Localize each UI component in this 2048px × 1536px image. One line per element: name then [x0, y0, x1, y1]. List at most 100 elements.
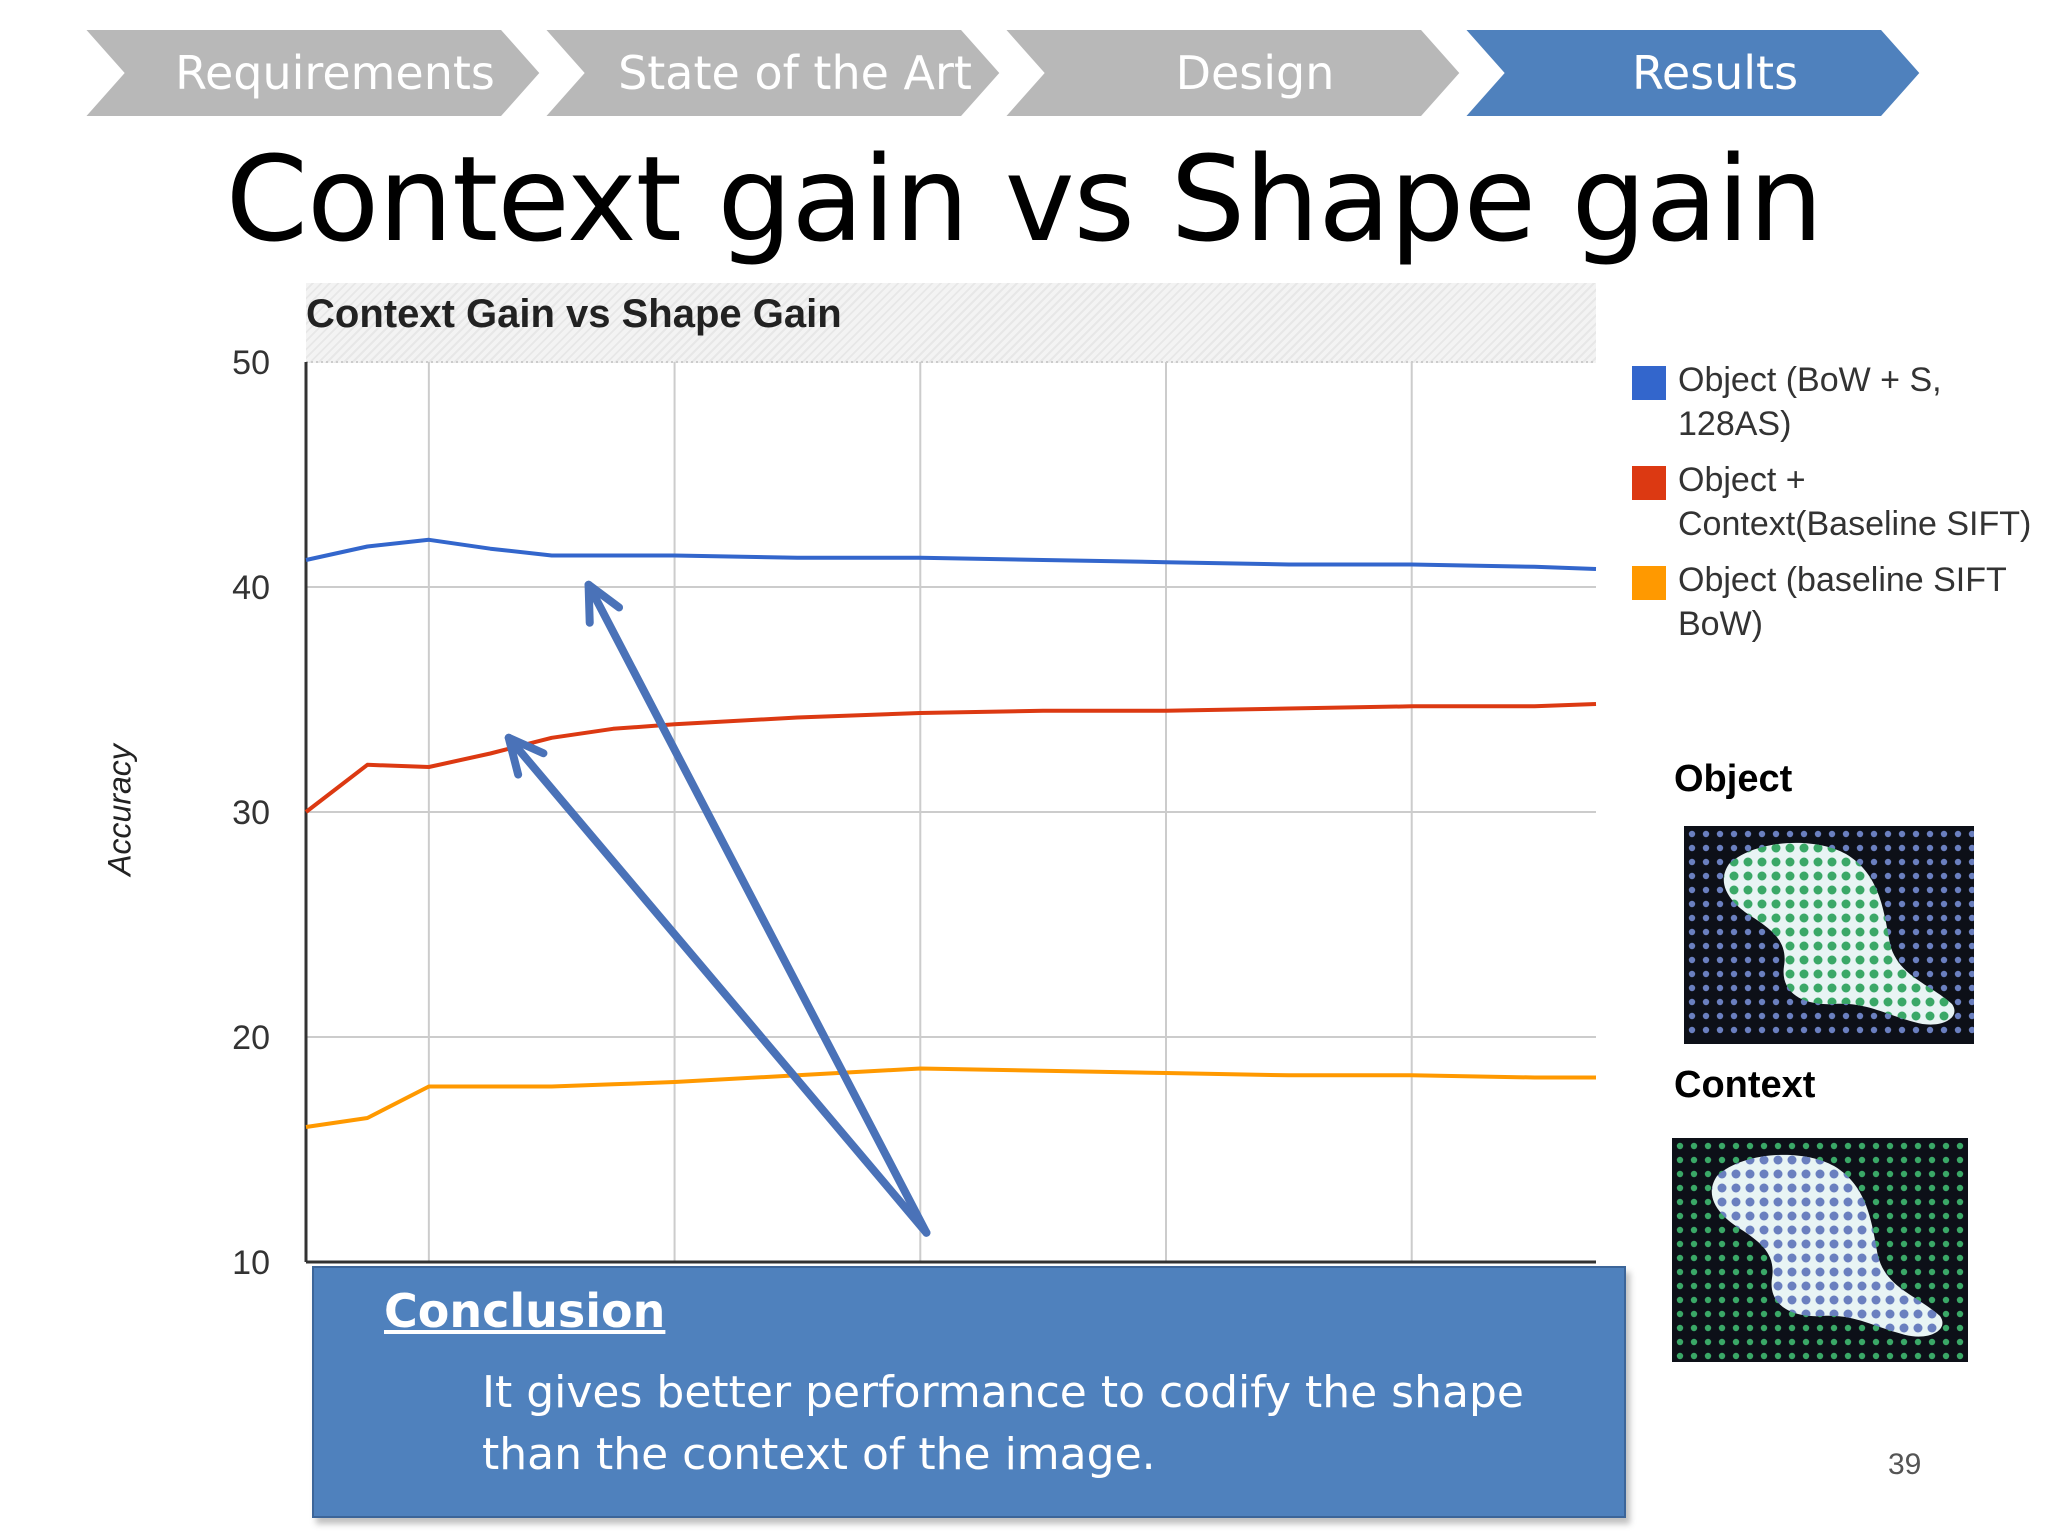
grid-dot — [1815, 1267, 1825, 1277]
grid-dot — [1731, 1183, 1741, 1193]
grid-dot — [1704, 1338, 1712, 1346]
grid-dot — [1928, 1352, 1936, 1360]
grid-dot — [1813, 885, 1823, 895]
chart-title: Context Gain vs Shape Gain — [306, 292, 842, 336]
grid-dot — [1942, 1156, 1950, 1164]
grid-dot — [1787, 1295, 1797, 1305]
grid-dot — [1732, 1254, 1740, 1262]
grid-dot — [1956, 1254, 1964, 1262]
grid-dot — [1942, 1212, 1950, 1220]
grid-dot — [1858, 1324, 1866, 1332]
grid-dot — [1869, 983, 1879, 993]
grid-dot — [1828, 1012, 1836, 1020]
grid-dot — [1704, 1282, 1712, 1290]
grid-dot — [1827, 955, 1837, 965]
grid-dot — [1688, 830, 1696, 838]
grid-dot — [1940, 1026, 1948, 1034]
series-line-2 — [305, 1066, 1596, 1129]
grid-dot — [1940, 984, 1948, 992]
grid-dot — [1704, 1198, 1712, 1206]
grid-dot — [1940, 970, 1948, 978]
grid-dot — [1886, 1352, 1894, 1360]
grid-dot — [1676, 1170, 1684, 1178]
grid-dot — [1870, 844, 1878, 852]
grid-dot — [1816, 1324, 1824, 1332]
grid-dot — [1843, 1183, 1853, 1193]
grid-dot — [1800, 830, 1808, 838]
grid-dot — [1718, 1226, 1726, 1234]
grid-dot — [1968, 844, 1974, 852]
grid-dot — [1718, 1156, 1726, 1164]
grid-dot — [1732, 1352, 1740, 1360]
grid-dot — [1900, 1254, 1908, 1262]
grid-dot — [1842, 1012, 1850, 1020]
grid-dot — [1844, 1338, 1852, 1346]
grid-dot — [1772, 1026, 1780, 1034]
grid-dot — [1730, 998, 1738, 1006]
nav-item-design[interactable]: Design — [1175, 46, 1335, 100]
grid-dot — [1743, 899, 1753, 909]
grid-dot — [1730, 1012, 1738, 1020]
grid-dot — [1841, 899, 1851, 909]
grid-dot — [1730, 942, 1738, 950]
grid-dot — [1857, 1281, 1867, 1291]
grid-dot — [1774, 1338, 1782, 1346]
grid-dot — [1942, 1338, 1950, 1346]
grid-dot — [1900, 1142, 1908, 1150]
grid-dot — [1911, 997, 1921, 1007]
grid-dot — [1830, 1142, 1838, 1150]
grid-dot — [1676, 1324, 1684, 1332]
nav-item-state-of-the-art[interactable]: State of the Art — [618, 46, 972, 100]
grid-dot — [1676, 1212, 1684, 1220]
grid-dot — [1842, 1026, 1850, 1034]
grid-dot — [1954, 956, 1962, 964]
grid-dot — [1746, 1282, 1754, 1290]
grid-dot — [1688, 886, 1696, 894]
grid-dot — [1912, 900, 1920, 908]
grid-dot — [1704, 1212, 1712, 1220]
grid-dot — [1870, 830, 1878, 838]
grid-dot — [1785, 871, 1795, 881]
grid-dot — [1870, 872, 1878, 880]
grid-dot — [1857, 1239, 1867, 1249]
grid-dot — [1772, 830, 1780, 838]
grid-dot — [1841, 885, 1851, 895]
grid-dot — [1759, 1197, 1769, 1207]
context-mask-image — [1672, 1138, 1968, 1362]
grid-dot — [1827, 983, 1837, 993]
grid-dot — [1704, 1170, 1712, 1178]
grid-dot — [1676, 1142, 1684, 1150]
grid-dot — [1786, 1026, 1794, 1034]
grid-dot — [1897, 983, 1907, 993]
grid-dot — [1954, 1026, 1962, 1034]
grid-dot — [1956, 1240, 1964, 1248]
grid-dot — [1856, 1012, 1864, 1020]
nav-item-results[interactable]: Results — [1631, 46, 1799, 100]
grid-dot — [1732, 1142, 1740, 1150]
grid-dot — [1954, 928, 1962, 936]
grid-dot — [1940, 928, 1948, 936]
grid-dot — [1743, 871, 1753, 881]
grid-dot — [1956, 1268, 1964, 1276]
grid-dot — [1900, 1268, 1908, 1276]
grid-dot — [1897, 997, 1907, 1007]
grid-dot — [1732, 1226, 1740, 1234]
grid-dot — [1758, 928, 1766, 936]
grid-dot — [1730, 928, 1738, 936]
grid-dot — [1688, 998, 1696, 1006]
grid-dot — [1746, 1296, 1754, 1304]
grid-dot — [1702, 1012, 1710, 1020]
grid-dot — [1771, 871, 1781, 881]
grid-dot — [1843, 1281, 1853, 1291]
grid-dot — [1718, 1282, 1726, 1290]
grid-dot — [1886, 1156, 1894, 1164]
grid-dot — [1772, 942, 1780, 950]
grid-dot — [1716, 998, 1724, 1006]
grid-dot — [1912, 830, 1920, 838]
grid-dot — [1912, 844, 1920, 852]
grid-dot — [1940, 900, 1948, 908]
grid-dot — [1898, 928, 1906, 936]
grid-dot — [1927, 1309, 1937, 1319]
nav-item-requirements[interactable]: Requirements — [175, 46, 495, 100]
grid-dot — [1914, 1198, 1922, 1206]
